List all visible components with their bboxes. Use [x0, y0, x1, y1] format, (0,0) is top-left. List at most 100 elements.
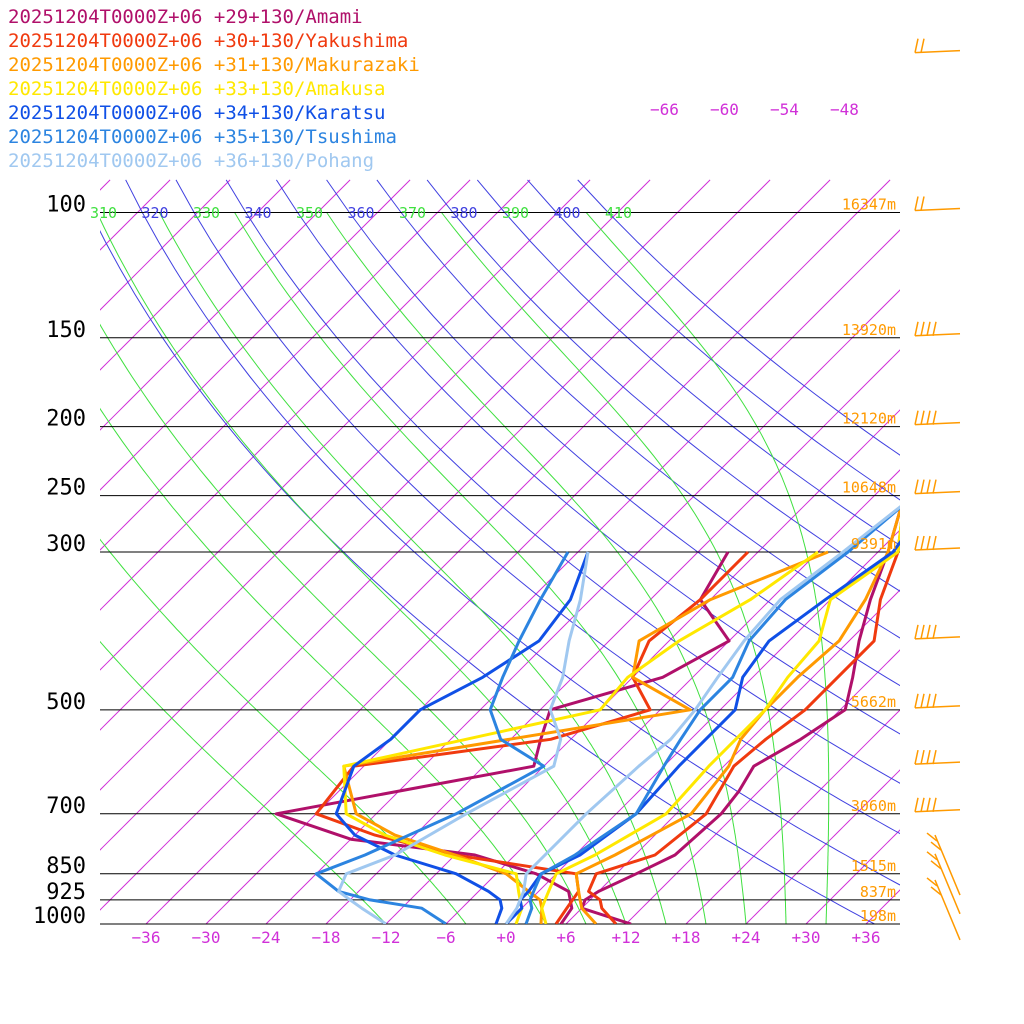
height-label: 837m [860, 883, 896, 901]
wind-barb-flag [920, 38, 925, 53]
pressure-tick-label: 200 [46, 407, 86, 432]
isotherm-line [445, 469, 900, 924]
isotherm-top-label: −54 [770, 100, 799, 119]
x-tick-label: +18 [672, 928, 701, 947]
wind-barb-flag [926, 851, 938, 861]
temperature-profile-line [504, 505, 900, 924]
x-tick-label: −30 [192, 928, 221, 947]
x-tick-label: −6 [436, 928, 455, 947]
wind-barb [914, 705, 961, 709]
pressure-tick-label: 250 [46, 476, 86, 501]
theta-label: 380 [451, 204, 478, 222]
isotherm-line [805, 829, 900, 924]
wind-barb-flag [920, 196, 925, 211]
wind-barb-flag [932, 410, 937, 425]
theta-label: 330 [193, 204, 220, 222]
wind-barb-flag [920, 410, 925, 425]
wind-barb-flag [930, 860, 942, 870]
wind-barb-flag [914, 479, 919, 494]
temperature-profile-line [574, 505, 900, 924]
wind-barb [914, 421, 961, 426]
wind-barb-flag [932, 535, 937, 551]
legend-entry: 20251204T0000Z+06 +35+130/Tsushima [8, 126, 397, 148]
height-label: 16347m [842, 196, 896, 214]
dry-adiabat-line [275, 179, 900, 735]
wind-barb-flag [926, 479, 931, 494]
pressure-tick-label: 500 [46, 690, 86, 715]
legend-entry: 20251204T0000Z+06 +33+130/Amakusa [8, 78, 386, 100]
isotherm-line [745, 769, 900, 924]
temperature-profile-line [580, 505, 900, 924]
pressure-tick-label: 850 [46, 854, 86, 879]
wind-barb-flag [932, 797, 937, 812]
isotherm-top-label: −48 [830, 100, 859, 119]
height-label: 9391m [851, 535, 896, 553]
height-label: 13920m [842, 321, 896, 339]
theta-label: 360 [348, 204, 375, 222]
wind-barb-flag [932, 693, 937, 708]
legend-entry: 20251204T0000Z+06 +36+130/Pohang [8, 150, 375, 172]
theta-label: 350 [296, 204, 323, 222]
wind-barb-flag [914, 38, 919, 53]
x-tick-label: −18 [312, 928, 341, 947]
height-label: 5662m [851, 693, 896, 711]
wind-barb-flag [914, 749, 919, 765]
wind-barb-flag [920, 479, 925, 494]
wind-barb-flag [914, 693, 919, 708]
isotherm-top-label: −66 [650, 100, 679, 119]
wind-barb-flag [914, 410, 919, 425]
wind-barb-flag [932, 479, 937, 494]
isotherm-line [385, 409, 900, 924]
wind-barb-flag [932, 321, 937, 336]
dewpoint-profile-line [342, 550, 829, 924]
wind-barb-flag [932, 624, 937, 640]
legend-entry: 20251204T0000Z+06 +29+130/Amami [8, 6, 363, 28]
wind-barb-flag [914, 797, 919, 812]
wind-barb-flag [926, 832, 938, 842]
theta-label: 310 [90, 204, 117, 222]
isotherm-line [100, 179, 531, 611]
wind-barb-flag [920, 535, 925, 551]
wind-barb-flag [920, 749, 925, 765]
wind-barb [914, 761, 961, 765]
series-layer [274, 505, 900, 924]
wind-barb-flag [926, 693, 931, 708]
wind-barb-flag [926, 749, 931, 765]
wind-barb [934, 879, 961, 941]
wind-barb-layer [914, 38, 961, 941]
wind-barb [934, 853, 961, 915]
chart-legend: 20251204T0000Z+06 +29+130/Amami 20251204T… [8, 5, 420, 173]
height-label: 12120m [842, 410, 896, 428]
isotherm-line [625, 649, 900, 924]
height-label: 3060m [851, 797, 896, 815]
pressure-tick-label: 925 [46, 880, 86, 905]
dewpoint-profile-line [337, 551, 590, 924]
dewpoint-profile-line [334, 551, 590, 924]
dewpoint-profile-line [342, 550, 819, 924]
isotherm-line [565, 589, 900, 924]
isotherm-line [100, 179, 411, 491]
wind-barb-flag [920, 624, 925, 640]
wind-barb [914, 636, 961, 640]
isotherm-line [100, 179, 591, 671]
isotherm-line [0, 180, 50, 924]
isotherm-line [100, 179, 831, 911]
isotherm-line [100, 179, 711, 791]
pressure-tick-label: 300 [46, 532, 86, 557]
legend-entry: 20251204T0000Z+06 +30+130/Yakushima [8, 30, 409, 52]
moist-adiabat-line [158, 212, 667, 924]
pressure-tick-label: 700 [46, 794, 86, 819]
isotherm-line [100, 179, 771, 851]
wind-barb-flag [926, 624, 931, 640]
wind-barb [914, 207, 961, 212]
wind-barb [914, 809, 961, 813]
x-tick-label: +36 [852, 928, 881, 947]
x-tick-label: −24 [252, 928, 281, 947]
isotherm-line [986, 180, 1024, 924]
wind-barb [914, 490, 961, 495]
wind-barb-flag [914, 535, 919, 551]
height-label: 198m [860, 907, 896, 925]
wind-barb-flag [920, 797, 925, 812]
theta-label: 400 [554, 204, 581, 222]
